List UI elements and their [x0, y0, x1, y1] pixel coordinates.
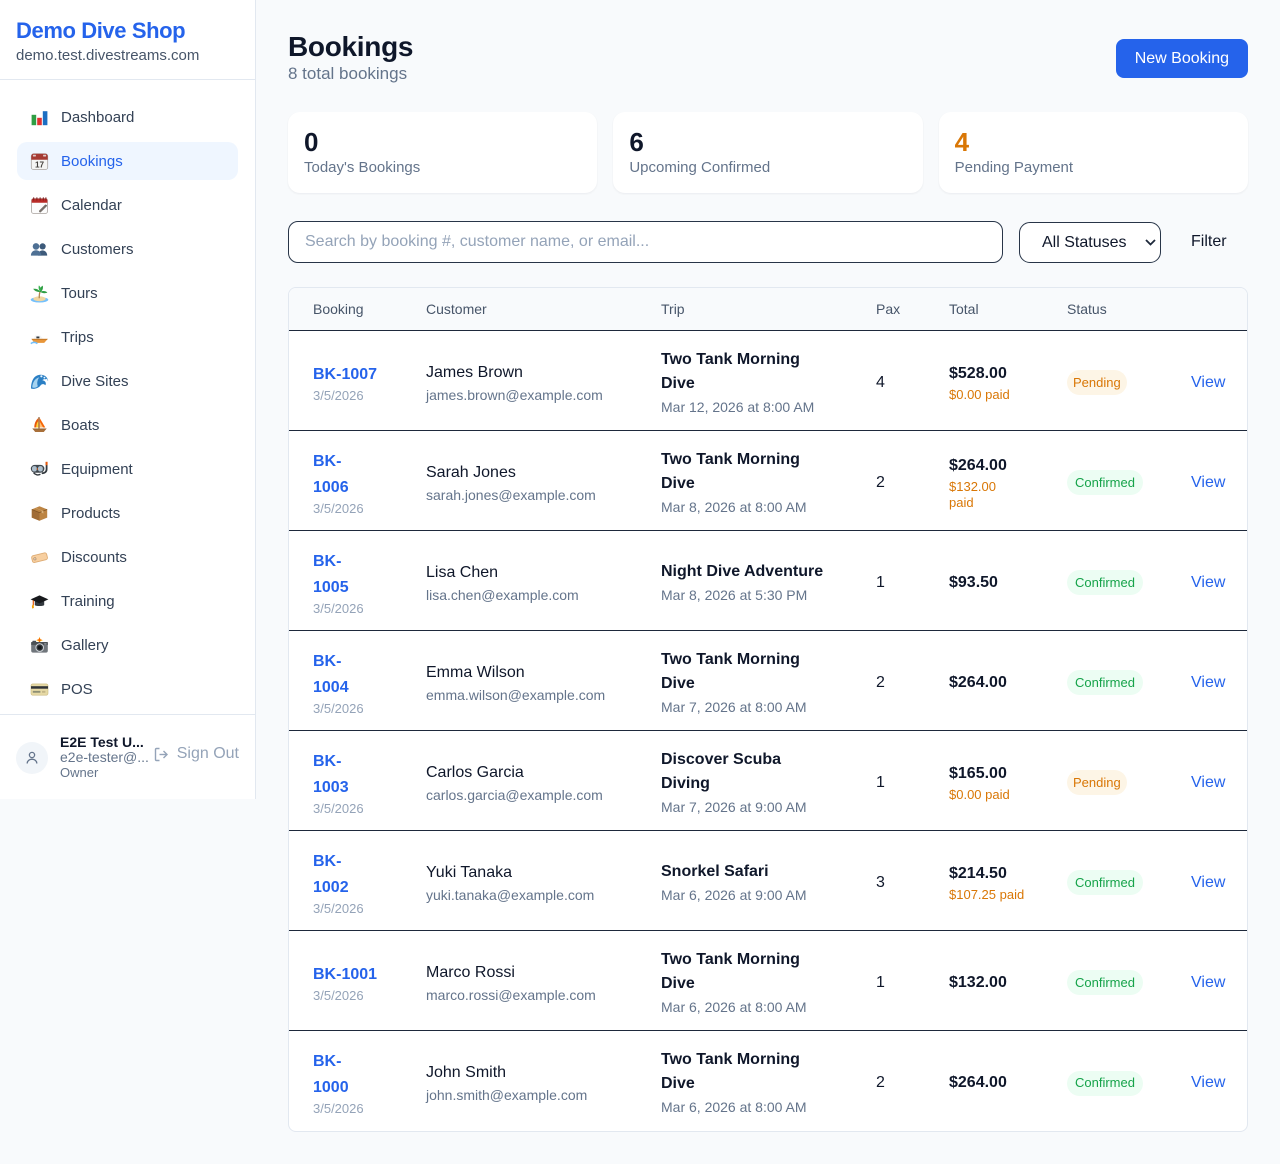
svg-text:17: 17 [35, 160, 45, 169]
